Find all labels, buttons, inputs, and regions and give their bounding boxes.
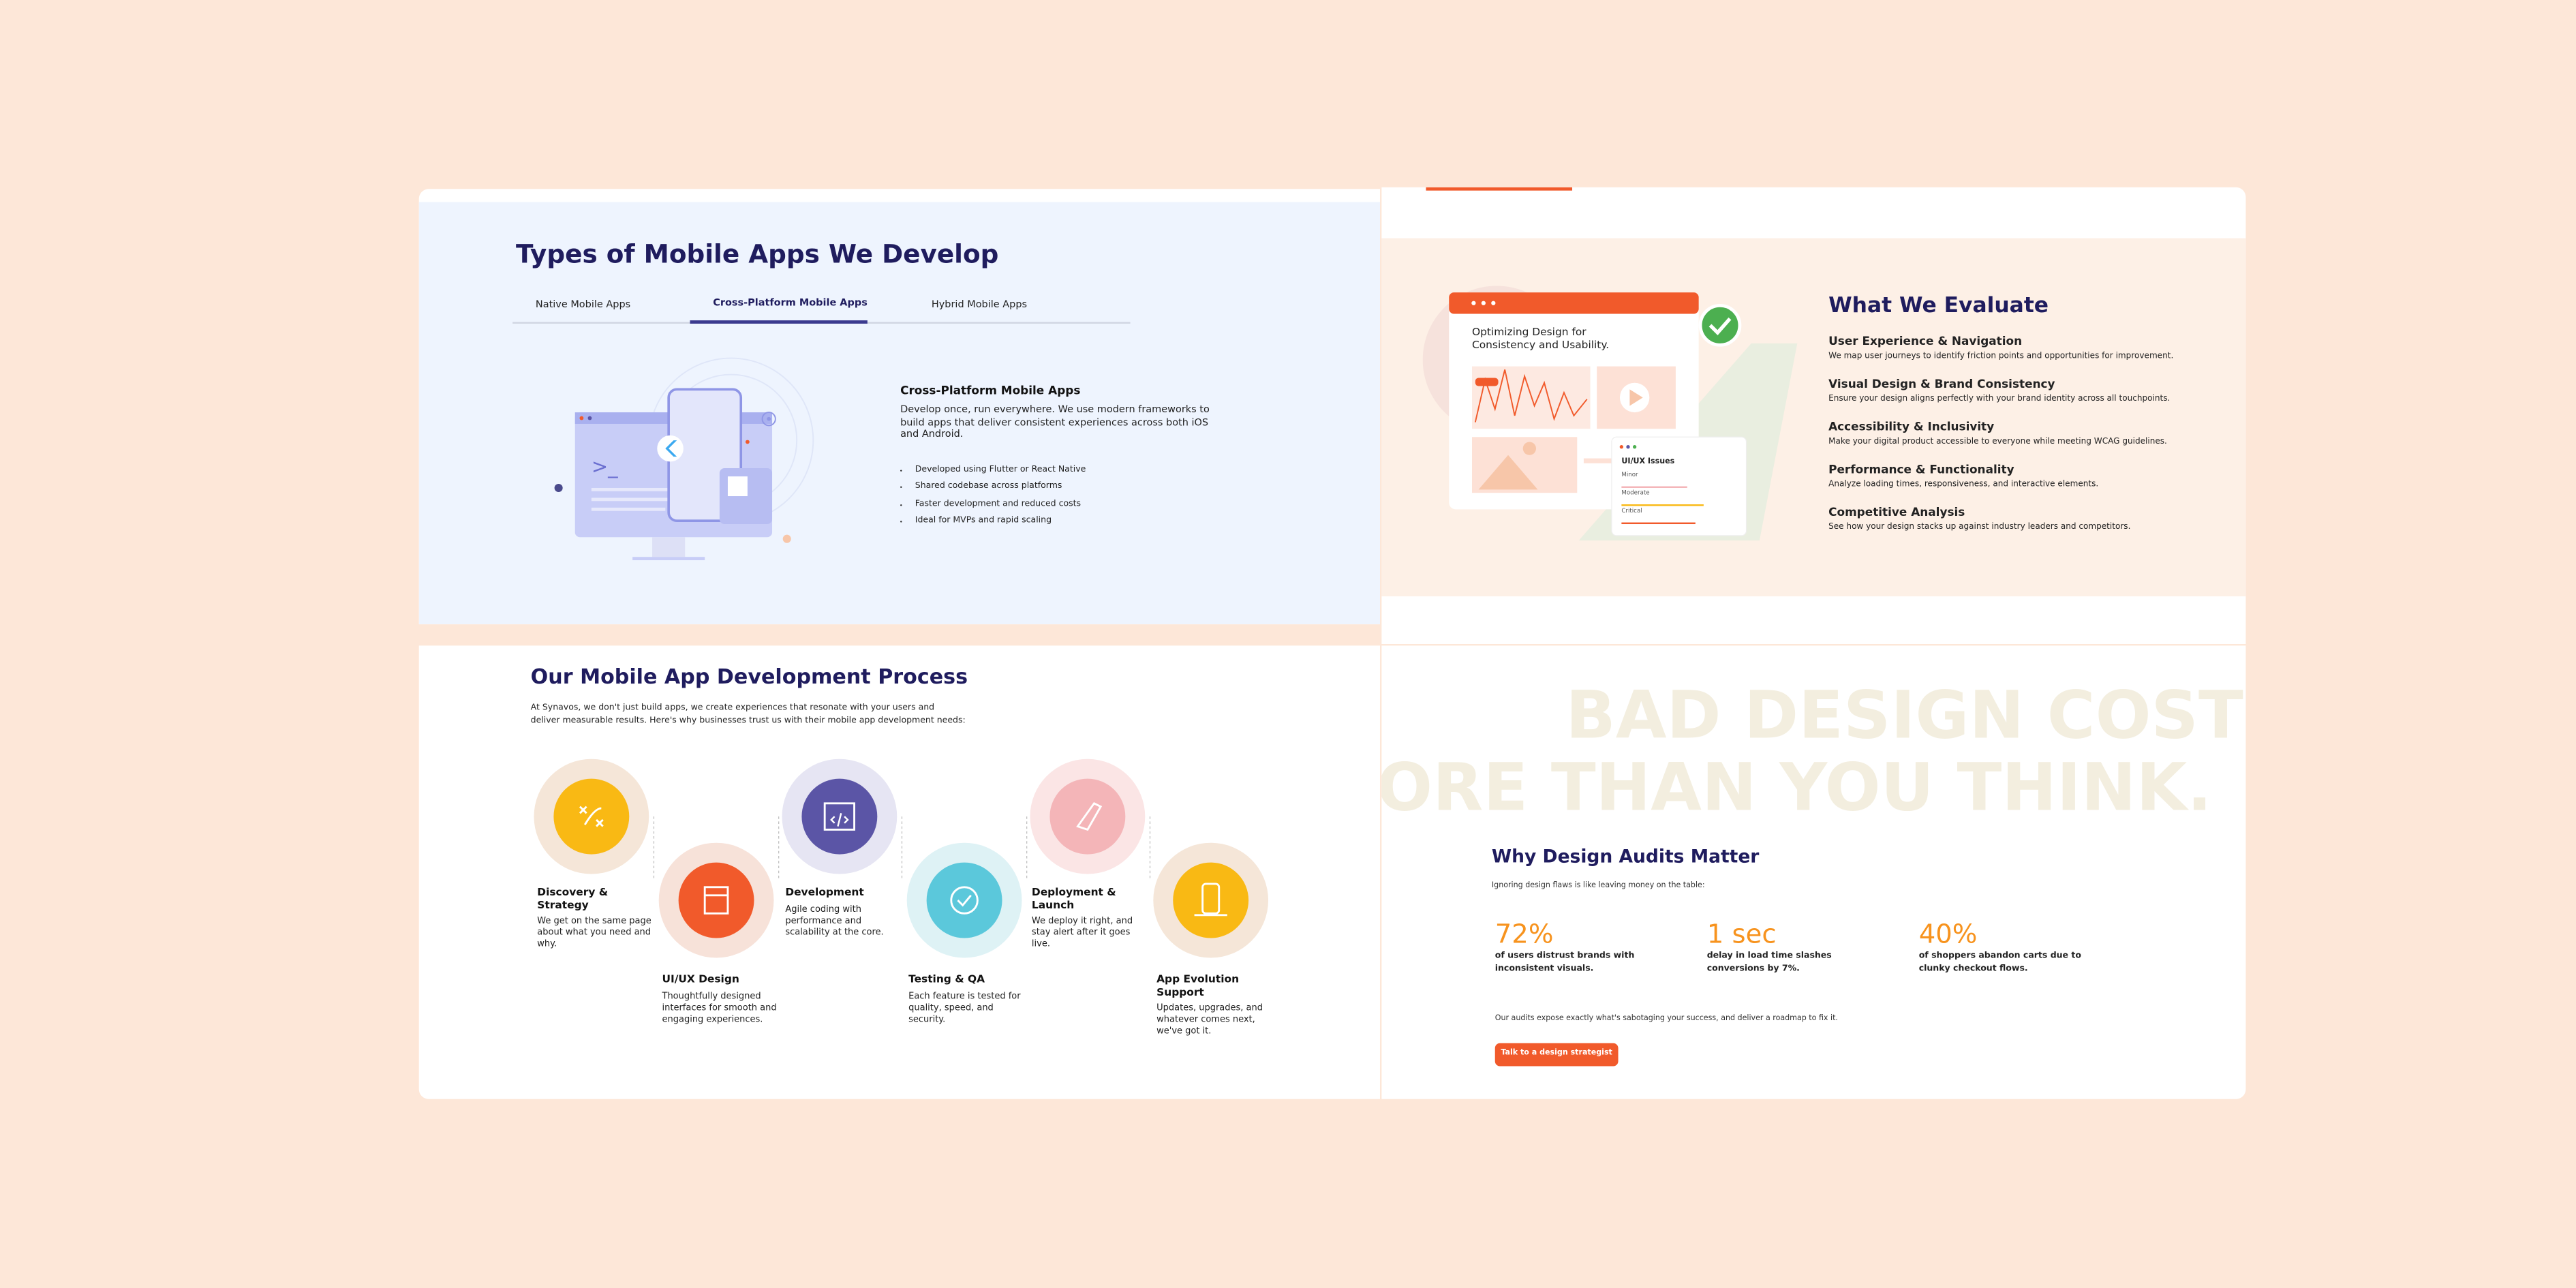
bullet: Faster development and reduced costs xyxy=(915,496,1086,513)
step-title: Development xyxy=(785,885,864,899)
content-description: Develop once, run everywhere. We use mod… xyxy=(900,404,1210,441)
evaluate-item: User Experience & Navigation We map user … xyxy=(1828,335,2239,378)
audit-panel: BAD DESIGN COSTS ORE THAN YOU THINK. Why… xyxy=(1381,645,2246,1099)
types-panel: Types of Mobile Apps We Develop Native M… xyxy=(418,189,1380,625)
types-title: Types of Mobile Apps We Develop xyxy=(515,239,999,270)
process-panel: Our Mobile App Development Process At Sy… xyxy=(418,645,1380,1099)
item-heading: Performance & Functionality xyxy=(1828,463,2014,477)
process-circles xyxy=(534,758,1269,958)
item-heading: Accessibility & Inclusivity xyxy=(1828,420,1995,434)
evaluate-list: User Experience & Navigation We map user … xyxy=(1828,335,2239,549)
step-title: Discovery & Strategy xyxy=(537,885,609,911)
content-heading: Cross-Platform Mobile Apps xyxy=(900,384,1081,398)
step-title: Deployment & Launch xyxy=(1031,885,1116,911)
stat-text: delay in load time slashes conversions b… xyxy=(1706,951,1832,974)
step-text: Thoughtfully designed interfaces for smo… xyxy=(662,991,777,1026)
accent-bar xyxy=(1426,187,1573,190)
audit-title: Why Design Audits Matter xyxy=(1491,846,1760,868)
stat: 1 sec delay in load time slashes conversi… xyxy=(1707,919,1847,976)
step-text: Each feature is tested for quality, spee… xyxy=(908,991,1021,1026)
step-text: Agile coding with performance and scalab… xyxy=(785,904,884,938)
item-heading: Competitive Analysis xyxy=(1828,506,1965,519)
audit-note: Our audits expose exactly what's sabotag… xyxy=(1494,1015,1838,1024)
evaluate-item: Accessibility & Inclusivity Make your dig… xyxy=(1828,420,2239,463)
tab[interactable]: Hybrid Mobile Apps xyxy=(931,298,1028,311)
step-title: UI/UX Design xyxy=(662,972,739,986)
evaluate-panel: Optimizing Design for Consistency and Us… xyxy=(1381,187,2246,644)
step-text: We deploy it right, and stay alert after… xyxy=(1031,917,1133,951)
tab-underline xyxy=(690,320,868,323)
issue-level: Moderate xyxy=(1621,489,1650,497)
bullet: Ideal for MVPs and rapid scaling xyxy=(915,513,1086,530)
evaluate-item: Competitive Analysis See how your design … xyxy=(1828,506,2239,549)
item-text: Make your digital product accessible to … xyxy=(1828,437,2167,447)
process-step: Deployment & Launch We deploy it right, a… xyxy=(1031,885,1150,952)
cta-button[interactable]: Talk to a design strategist xyxy=(1494,1043,1619,1067)
evaluate-item: Performance & Functionality Analyze loadi… xyxy=(1828,463,2239,506)
audit-illustration xyxy=(1422,286,1798,541)
stat: 40% of shoppers abandon carts due to clun… xyxy=(1919,919,2091,976)
evaluate-item: Visual Design & Brand Consistency Ensure … xyxy=(1828,378,2239,420)
stat-text: of shoppers abandon carts due to clunky … xyxy=(1918,951,2081,974)
item-text: We map user journeys to identify frictio… xyxy=(1828,351,2174,362)
process-step: Development Agile coding with performance… xyxy=(785,887,904,940)
audit-subtitle: Ignoring design flaws is like leaving mo… xyxy=(1491,882,1705,891)
process-step: App Evolution Support Updates, upgrades, … xyxy=(1156,972,1275,1039)
bullet: Developed using Flutter or React Native xyxy=(915,461,1086,478)
card-title: Optimizing Design for Consistency and Us… xyxy=(1471,325,1610,351)
process-step: UI/UX Design Thoughtfully designed interf… xyxy=(662,972,781,1027)
issue-level: Minor xyxy=(1621,471,1638,478)
process-step: Discovery & Strategy We get on the same p… xyxy=(537,885,656,952)
bullet-list: Developed using Flutter or React Native … xyxy=(900,461,1086,530)
item-heading: Visual Design & Brand Consistency xyxy=(1828,378,2055,391)
process-intro: At Synavos, we don't just build apps, we… xyxy=(530,703,966,726)
item-text: See how your design stacks up against in… xyxy=(1828,522,2131,533)
svg-text:>_: >_ xyxy=(592,455,618,478)
issue-level: Critical xyxy=(1621,507,1642,515)
stat-value: 1 sec xyxy=(1706,918,1777,950)
step-text: Updates, upgrades, and whatever comes ne… xyxy=(1156,1003,1263,1038)
process-step: Testing & QA Each feature is tested for q… xyxy=(908,972,1027,1027)
tab[interactable]: Native Mobile Apps xyxy=(535,298,631,311)
step-title: Testing & QA xyxy=(908,972,985,986)
item-text: Analyze loading times, responsiveness, a… xyxy=(1828,479,2099,490)
stat: 72% of users distrust brands with inconsi… xyxy=(1495,919,1659,976)
bullet: Shared codebase across platforms xyxy=(915,478,1086,495)
marquee-line: ORE THAN YOU THINK. xyxy=(1381,750,2212,827)
tab-active[interactable]: Cross-Platform Mobile Apps xyxy=(713,297,868,309)
item-heading: User Experience & Navigation xyxy=(1828,335,2023,349)
step-title: App Evolution Support xyxy=(1156,972,1240,998)
stat-value: 40% xyxy=(1918,918,1978,950)
marquee-line: BAD DESIGN COSTS xyxy=(1565,678,2246,754)
item-text: Ensure your design aligns perfectly with… xyxy=(1828,394,2171,405)
step-text: We get on the same page about what you n… xyxy=(537,917,651,951)
cross-platform-illustration: >_ xyxy=(554,357,814,561)
stat-text: of users distrust brands with inconsiste… xyxy=(1494,951,1635,974)
stat-value: 72% xyxy=(1494,918,1554,950)
evaluate-title: What We Evaluate xyxy=(1828,294,2049,319)
process-title: Our Mobile App Development Process xyxy=(530,663,968,689)
issues-title: UI/UX Issues xyxy=(1621,458,1675,467)
